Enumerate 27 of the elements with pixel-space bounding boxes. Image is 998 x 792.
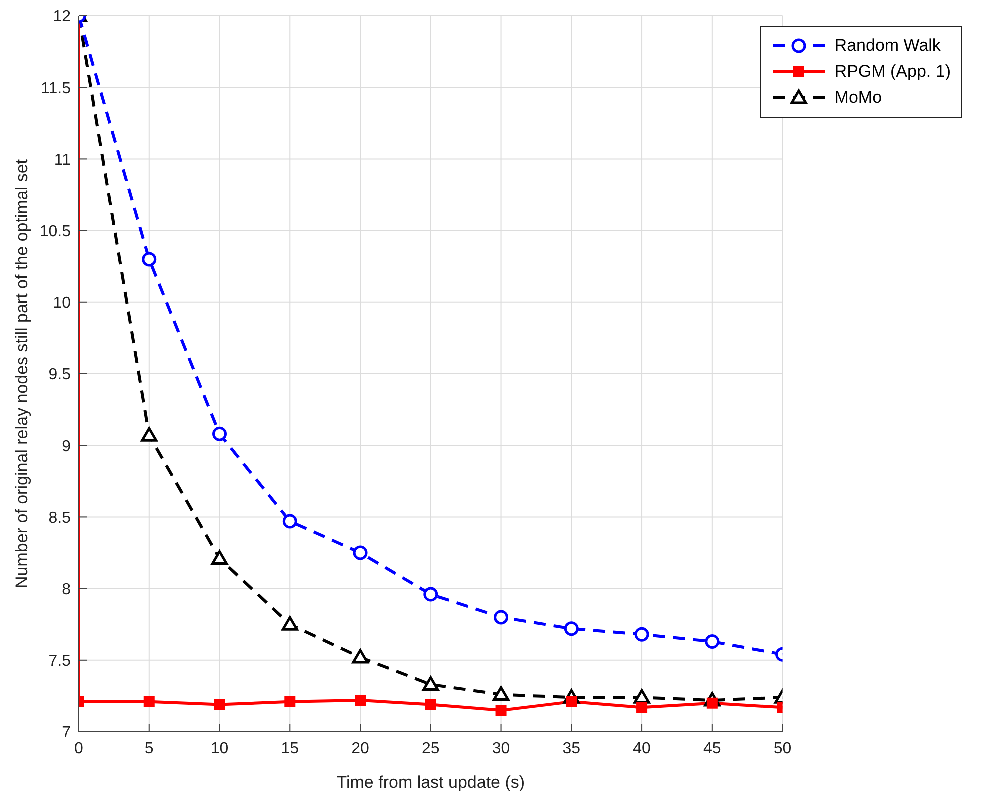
x-tick-label: 10 [210, 740, 229, 758]
y-tick-label: 11 [54, 152, 72, 169]
x-tick-label: 50 [774, 740, 792, 758]
x-tick-label: 35 [562, 740, 581, 758]
x-tick-label: 20 [352, 740, 370, 758]
x-tick-label: 40 [633, 740, 652, 758]
y-tick-label: 7 [62, 724, 72, 742]
y-axis-title: Number of original relay nodes still part of the optimal set [12, 159, 32, 588]
x-axis-title: Time from last update (s) [336, 773, 526, 792]
y-tick-label: 7.5 [48, 653, 72, 670]
y-tick-label: 9 [62, 438, 72, 456]
x-tick-label: 30 [492, 740, 510, 758]
y-tick-label: 8.5 [48, 510, 72, 527]
y-tick-label: 12 [53, 8, 72, 26]
x-tick-label: 0 [74, 740, 84, 758]
x-tick-label: 5 [144, 740, 154, 758]
y-tick-label: 9.5 [48, 366, 72, 384]
y-tick-label: 8 [62, 581, 72, 598]
legend-label: Random Walk [834, 36, 941, 56]
y-tick-label: 10.5 [40, 223, 72, 240]
x-tick-label: 45 [704, 740, 722, 758]
legend-label: MoMo [834, 88, 882, 108]
y-tick-label: 11.5 [41, 80, 72, 98]
legend-label: RPGM (App. 1) [834, 62, 951, 82]
y-tick-label: 10 [53, 295, 72, 312]
x-tick-label: 25 [422, 740, 440, 758]
x-tick-label: 15 [281, 740, 300, 758]
